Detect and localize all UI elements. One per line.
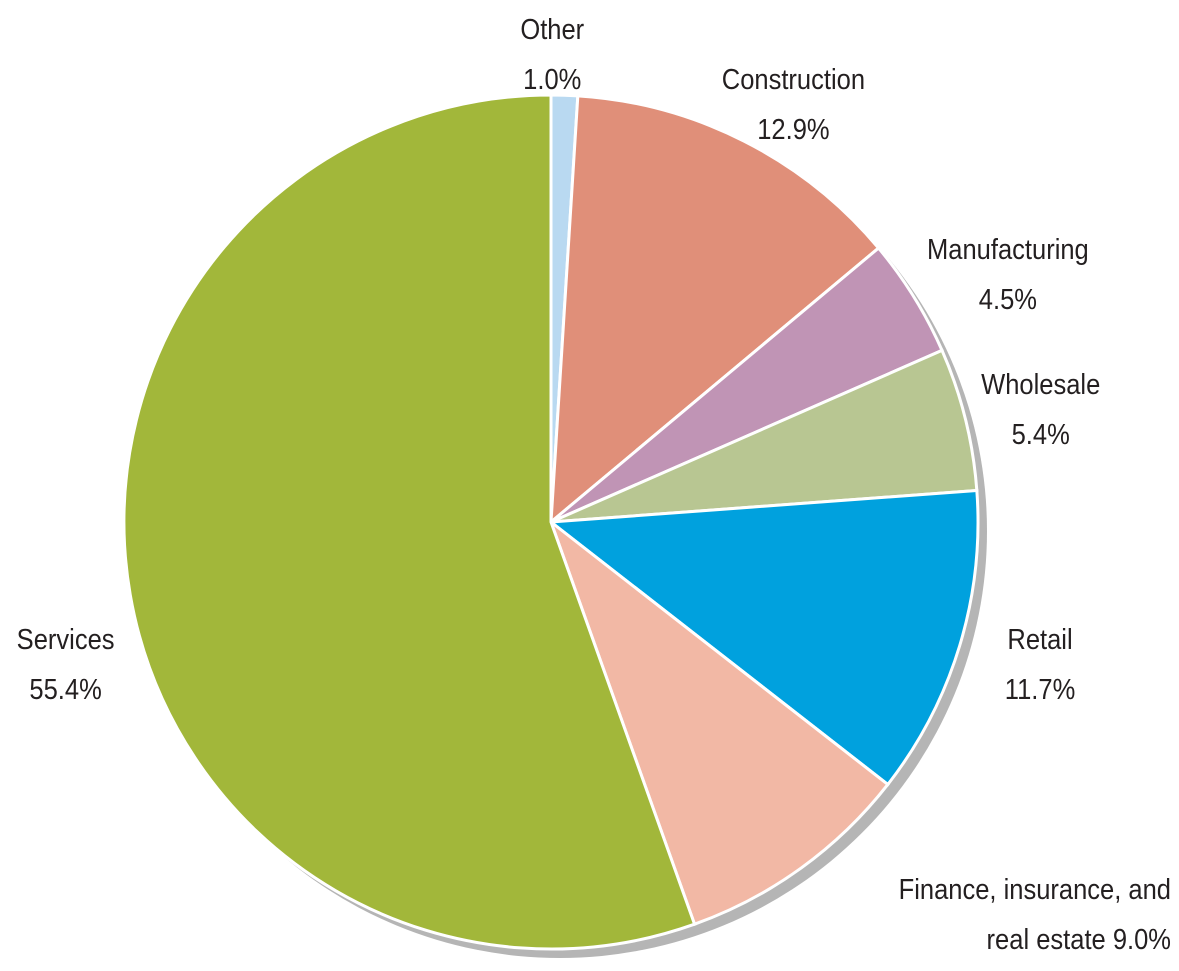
value-label: 12.9% bbox=[756, 114, 830, 146]
slice-label: Services 55.4% bbox=[16, 615, 114, 715]
pie-slice bbox=[550, 348, 979, 524]
slice-label: Retail 11.7% bbox=[1005, 615, 1075, 715]
category-label: Services bbox=[16, 624, 115, 656]
value-label: 55.4% bbox=[28, 674, 102, 706]
category-label: Other bbox=[519, 14, 584, 46]
pie-slice bbox=[547, 488, 980, 787]
slice-label: Wholesale 5.4% bbox=[981, 360, 1100, 460]
slice-label: Manufacturing 4.5% bbox=[927, 225, 1089, 325]
category-label: Finance, insurance, and real estate bbox=[898, 874, 1171, 956]
value-label: 1.0% bbox=[522, 64, 581, 96]
value-label: 11.7% bbox=[1004, 674, 1076, 706]
pie-slice bbox=[547, 517, 890, 927]
category-label: Wholesale bbox=[980, 369, 1100, 401]
category-label: Construction bbox=[721, 64, 865, 96]
category-label: Retail bbox=[1007, 624, 1073, 656]
slice-label: Construction 12.9% bbox=[721, 55, 864, 155]
value-label: 9.0% bbox=[1112, 924, 1171, 956]
pie-slice bbox=[122, 93, 697, 951]
value-label: 4.5% bbox=[978, 284, 1037, 316]
slice-label: Finance, insurance, and real estate 9.0% bbox=[854, 865, 1171, 965]
value-label: 5.4% bbox=[1011, 419, 1070, 451]
pie-slice bbox=[549, 94, 881, 526]
slice-label: Other 1.0% bbox=[520, 5, 584, 105]
category-label: Manufacturing bbox=[927, 234, 1089, 266]
